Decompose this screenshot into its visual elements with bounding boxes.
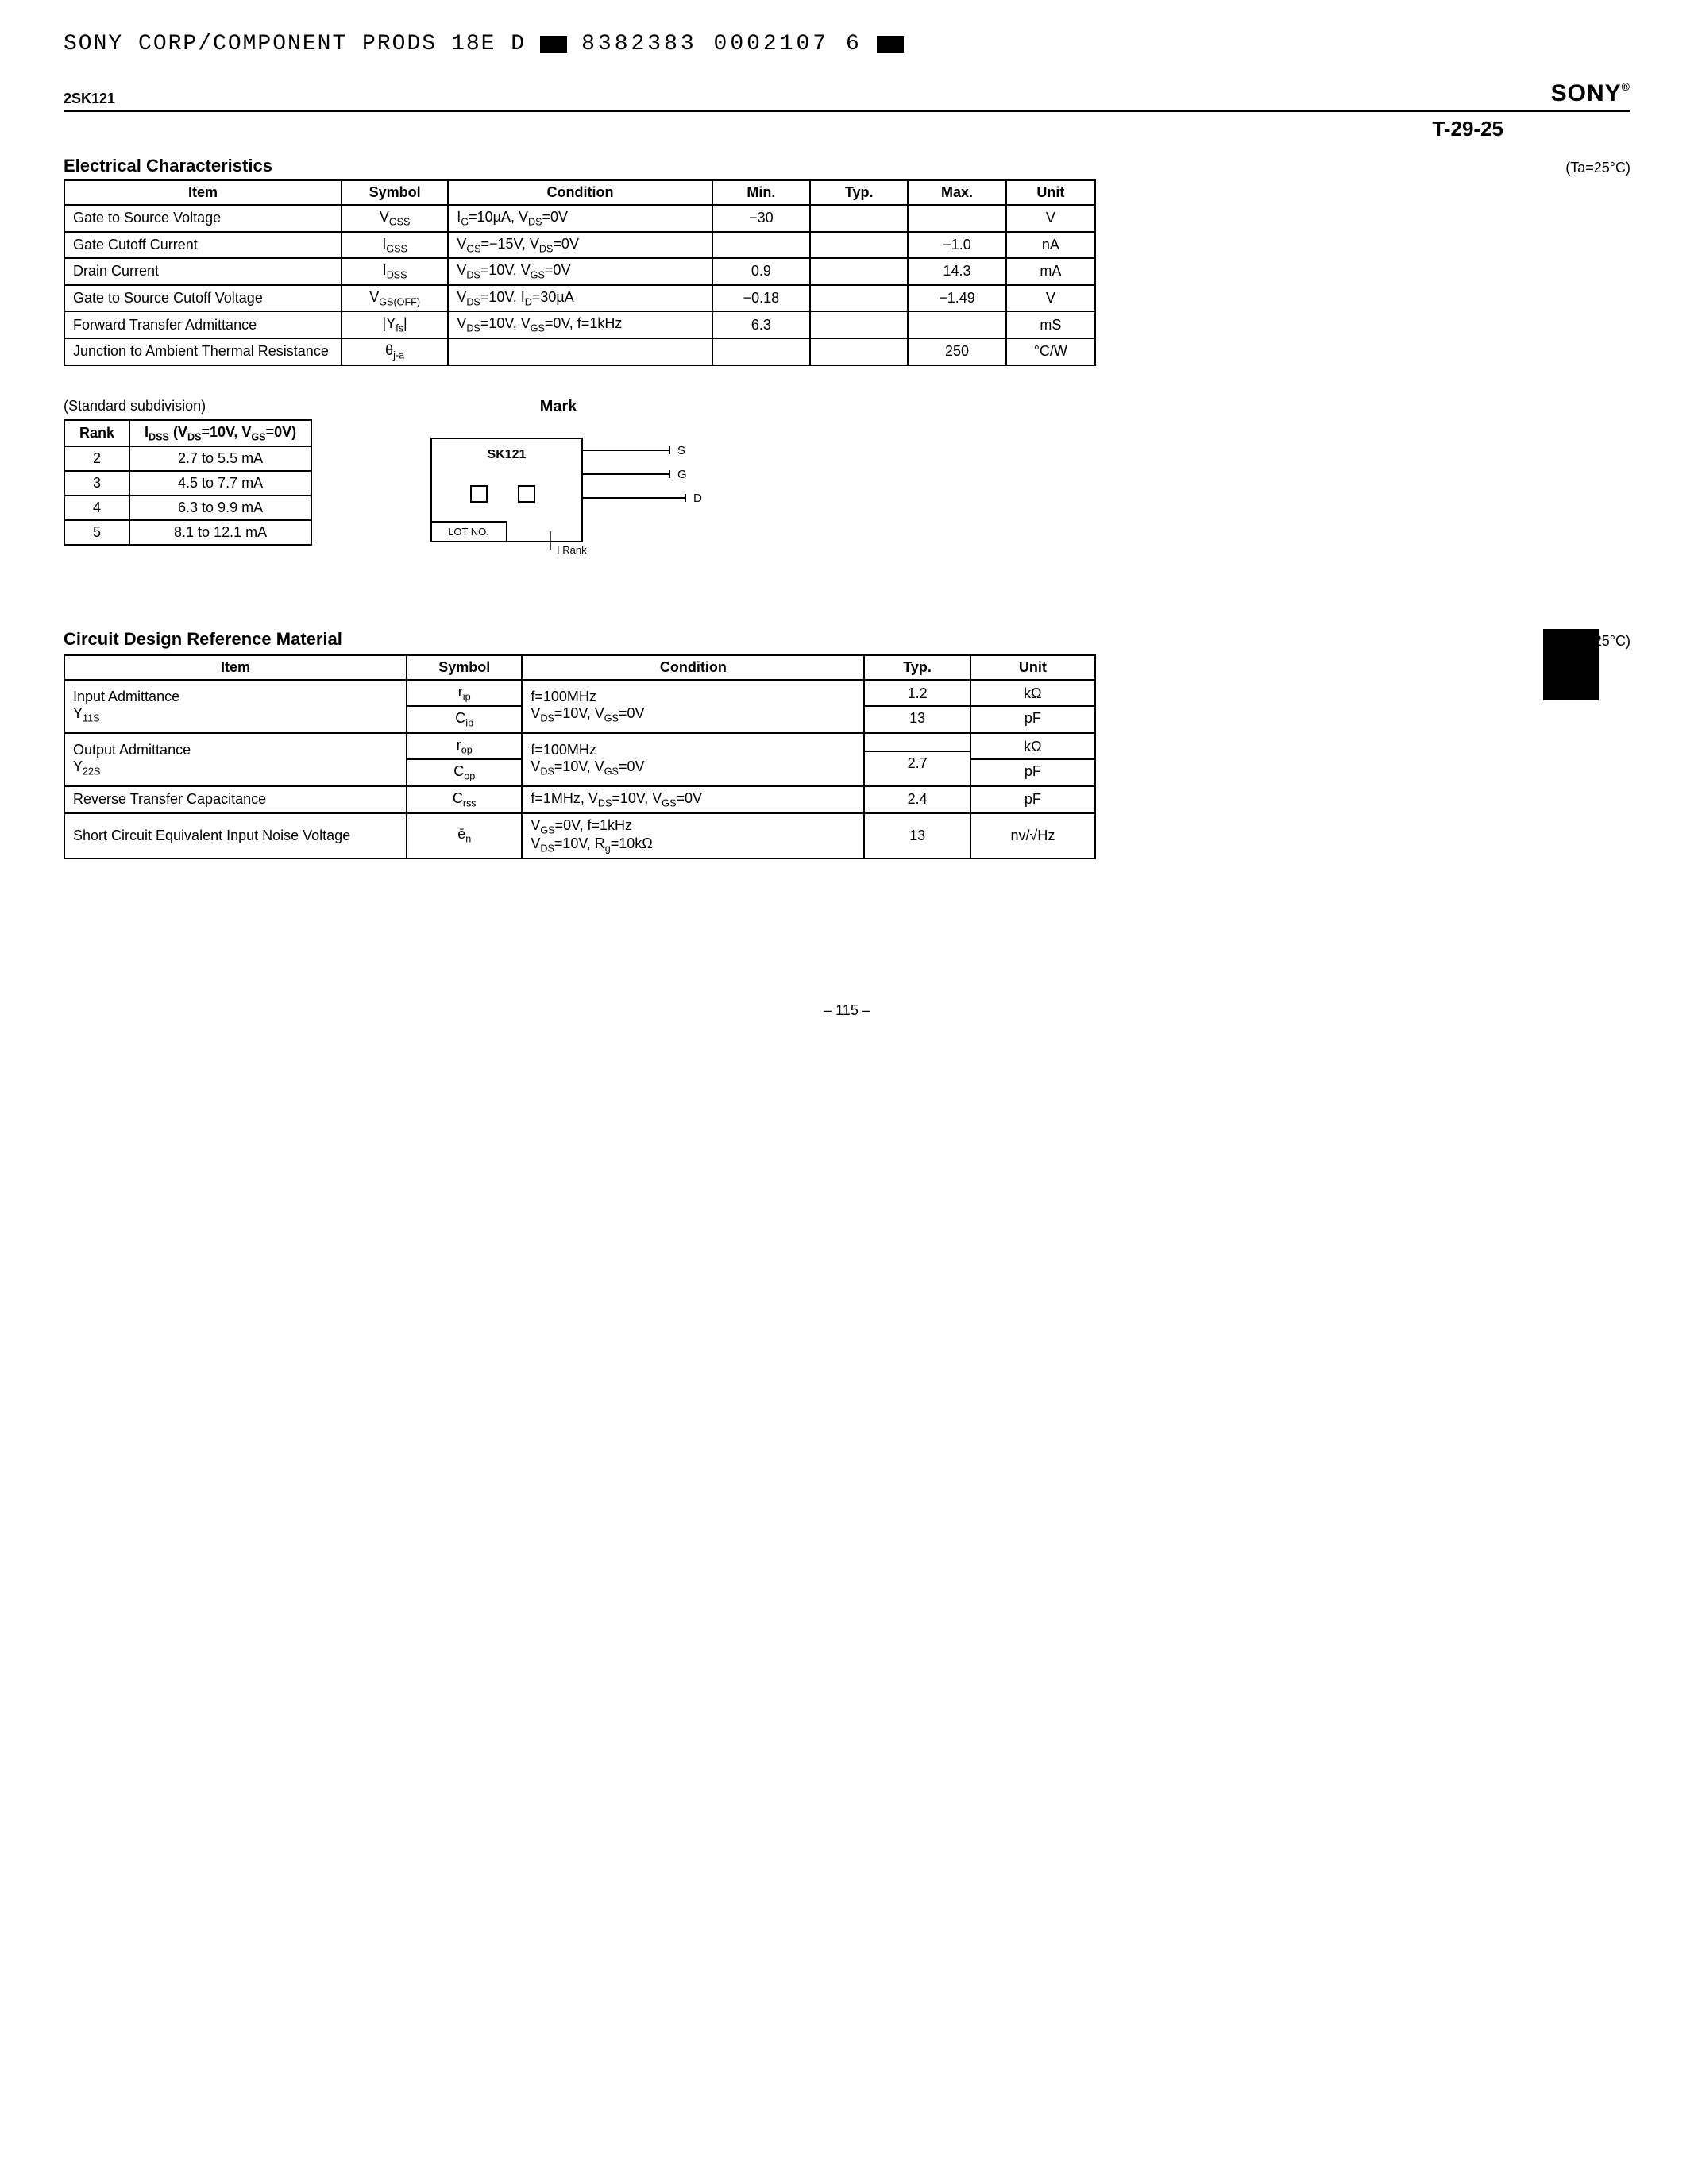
table-row: Short Circuit Equivalent Input Noise Vol…: [64, 813, 1095, 859]
svg-text:G: G: [677, 468, 687, 481]
part-number: 2SK121: [64, 91, 115, 107]
th-max: Max.: [908, 180, 1005, 205]
sony-logo: SONY®: [1551, 80, 1630, 107]
rank-block: (Standard subdivision) Rank IDSS (VDS=10…: [64, 398, 312, 546]
table-row: 58.1 to 12.1 mA: [64, 520, 311, 545]
table-row: 34.5 to 7.7 mA: [64, 471, 311, 496]
table-row: Input AdmittanceY11SripCipf=100MHzVDS=10…: [64, 680, 1095, 733]
th-rank: Rank: [64, 420, 129, 447]
mark-title: Mark: [407, 398, 709, 416]
side-thumbnail: [1543, 629, 1599, 700]
table-row: Gate to Source VoltageVGSSIG=10µA, VDS=0…: [64, 205, 1095, 232]
th-unit: Unit: [970, 655, 1095, 680]
company-name: SONY CORP/COMPONENT PRODS: [64, 32, 437, 56]
th-unit: Unit: [1006, 180, 1095, 205]
code-2: 8382383 0002107 6: [581, 32, 862, 56]
elec-title-row: Electrical Characteristics (Ta=25°C): [64, 156, 1630, 176]
design-title-row: Circuit Design Reference Material (Ta=25…: [64, 629, 1630, 650]
th-item: Item: [64, 180, 342, 205]
elec-title: Electrical Characteristics: [64, 156, 272, 176]
page-number: – 115 –: [64, 1002, 1630, 1019]
package-mark-diagram: SK121 LOT NO. IDSS Rank S G D: [407, 430, 709, 565]
th-condition: Condition: [522, 655, 864, 680]
table-row: Gate Cutoff CurrentIGSSVGS=−15V, VDS=0V−…: [64, 232, 1095, 259]
table-row: 22.7 to 5.5 mA: [64, 446, 311, 471]
design-table: Item Symbol Condition Typ. Unit Input Ad…: [64, 654, 1096, 859]
doc-reference: T-29-25: [64, 117, 1630, 141]
subdivision-caption: (Standard subdivision): [64, 398, 312, 415]
th-condition: Condition: [448, 180, 712, 205]
th-idss: IDSS (VDS=10V, VGS=0V): [129, 420, 311, 447]
svg-text:S: S: [677, 444, 685, 457]
th-min: Min.: [712, 180, 810, 205]
table-row: Drain CurrentIDSSVDS=10V, VGS=0V0.914.3m…: [64, 258, 1095, 285]
part-title-row: 2SK121 SONY®: [64, 80, 1630, 112]
table-row: Forward Transfer Admittance|Yfs|VDS=10V,…: [64, 311, 1095, 338]
design-title: Circuit Design Reference Material: [64, 629, 342, 650]
table-row: Output AdmittanceY22SropCopf=100MHzVDS=1…: [64, 733, 1095, 786]
rank-table: Rank IDSS (VDS=10V, VGS=0V) 22.7 to 5.5 …: [64, 419, 312, 546]
th-typ: Typ.: [810, 180, 908, 205]
svg-text:LOT NO.: LOT NO.: [448, 526, 489, 538]
mark-block: Mark SK121 LOT NO. IDSS Rank S G D: [407, 398, 709, 565]
electrical-table: Item Symbol Condition Min. Typ. Max. Uni…: [64, 179, 1096, 366]
marker-box: [540, 36, 567, 53]
marker-box: [877, 36, 904, 53]
th-symbol: Symbol: [407, 655, 522, 680]
svg-text:SK121: SK121: [488, 448, 527, 461]
svg-text:D: D: [693, 492, 702, 505]
table-row: Junction to Ambient Thermal Resistanceθj…: [64, 338, 1095, 365]
th-item: Item: [64, 655, 407, 680]
table-row: Gate to Source Cutoff VoltageVGS(OFF)VDS…: [64, 285, 1095, 312]
doc-header: SONY CORP/COMPONENT PRODS 18E D 8382383 …: [64, 32, 1630, 56]
temp-note: (Ta=25°C): [1565, 160, 1630, 176]
th-typ: Typ.: [864, 655, 970, 680]
code-1: 18E D: [451, 32, 526, 56]
th-symbol: Symbol: [342, 180, 448, 205]
table-row: 46.3 to 9.9 mA: [64, 496, 311, 520]
table-row: Reverse Transfer CapacitanceCrssf=1MHz, …: [64, 786, 1095, 813]
svg-text:IDSS Rank: IDSS Rank: [557, 544, 587, 556]
